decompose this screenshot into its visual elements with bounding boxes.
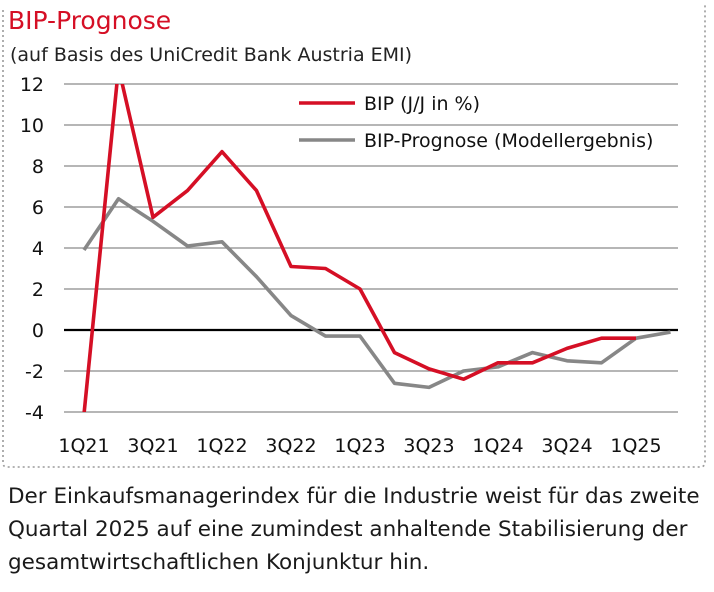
- y-tick-label: 6: [32, 197, 44, 219]
- chart-title: BIP-Prognose: [8, 6, 172, 35]
- x-tick-label: 3Q23: [403, 435, 454, 457]
- x-tick-label: 3Q24: [541, 435, 592, 457]
- x-tick-label: 3Q22: [265, 435, 316, 457]
- y-tick-label: 8: [32, 156, 44, 178]
- legend-item-bip: BIP (J/J in %): [364, 93, 480, 115]
- line-chart: -4 -2 0 2 4 6 8 10 12 1Q21 3Q21 1Q22 3Q22 1Q23 3Q23 1Q2…: [20, 74, 678, 457]
- y-tick-label: 12: [20, 74, 44, 96]
- x-tick-label: 1Q21: [58, 435, 109, 457]
- chart-panel: BIP-Prognose (auf Basis des UniCredit Ba…: [2, 4, 706, 468]
- series-line-prognose: [82, 197, 671, 390]
- x-tick-label: 1Q22: [196, 435, 247, 457]
- y-tick-label: 4: [32, 238, 44, 260]
- x-tick-label: 1Q25: [610, 435, 661, 457]
- chart-caption: Der Einkaufsmanagerindex für die Industr…: [8, 484, 700, 575]
- y-tick-label: -4: [25, 402, 44, 424]
- series-line-bip: [82, 84, 636, 412]
- y-tick-label: -2: [25, 361, 44, 383]
- x-tick-label: 1Q23: [334, 435, 385, 457]
- x-tick-label: 3Q21: [127, 435, 178, 457]
- y-tick-label: 2: [32, 279, 44, 301]
- y-tick-label: 0: [32, 320, 44, 342]
- y-tick-label: 10: [20, 115, 44, 137]
- legend-item-prognose: BIP-Prognose (Modellergebnis): [364, 130, 653, 152]
- x-tick-label: 1Q24: [472, 435, 523, 457]
- chart-border: [2, 4, 706, 468]
- chart-subtitle: (auf Basis des UniCredit Bank Austria EM…: [10, 44, 413, 66]
